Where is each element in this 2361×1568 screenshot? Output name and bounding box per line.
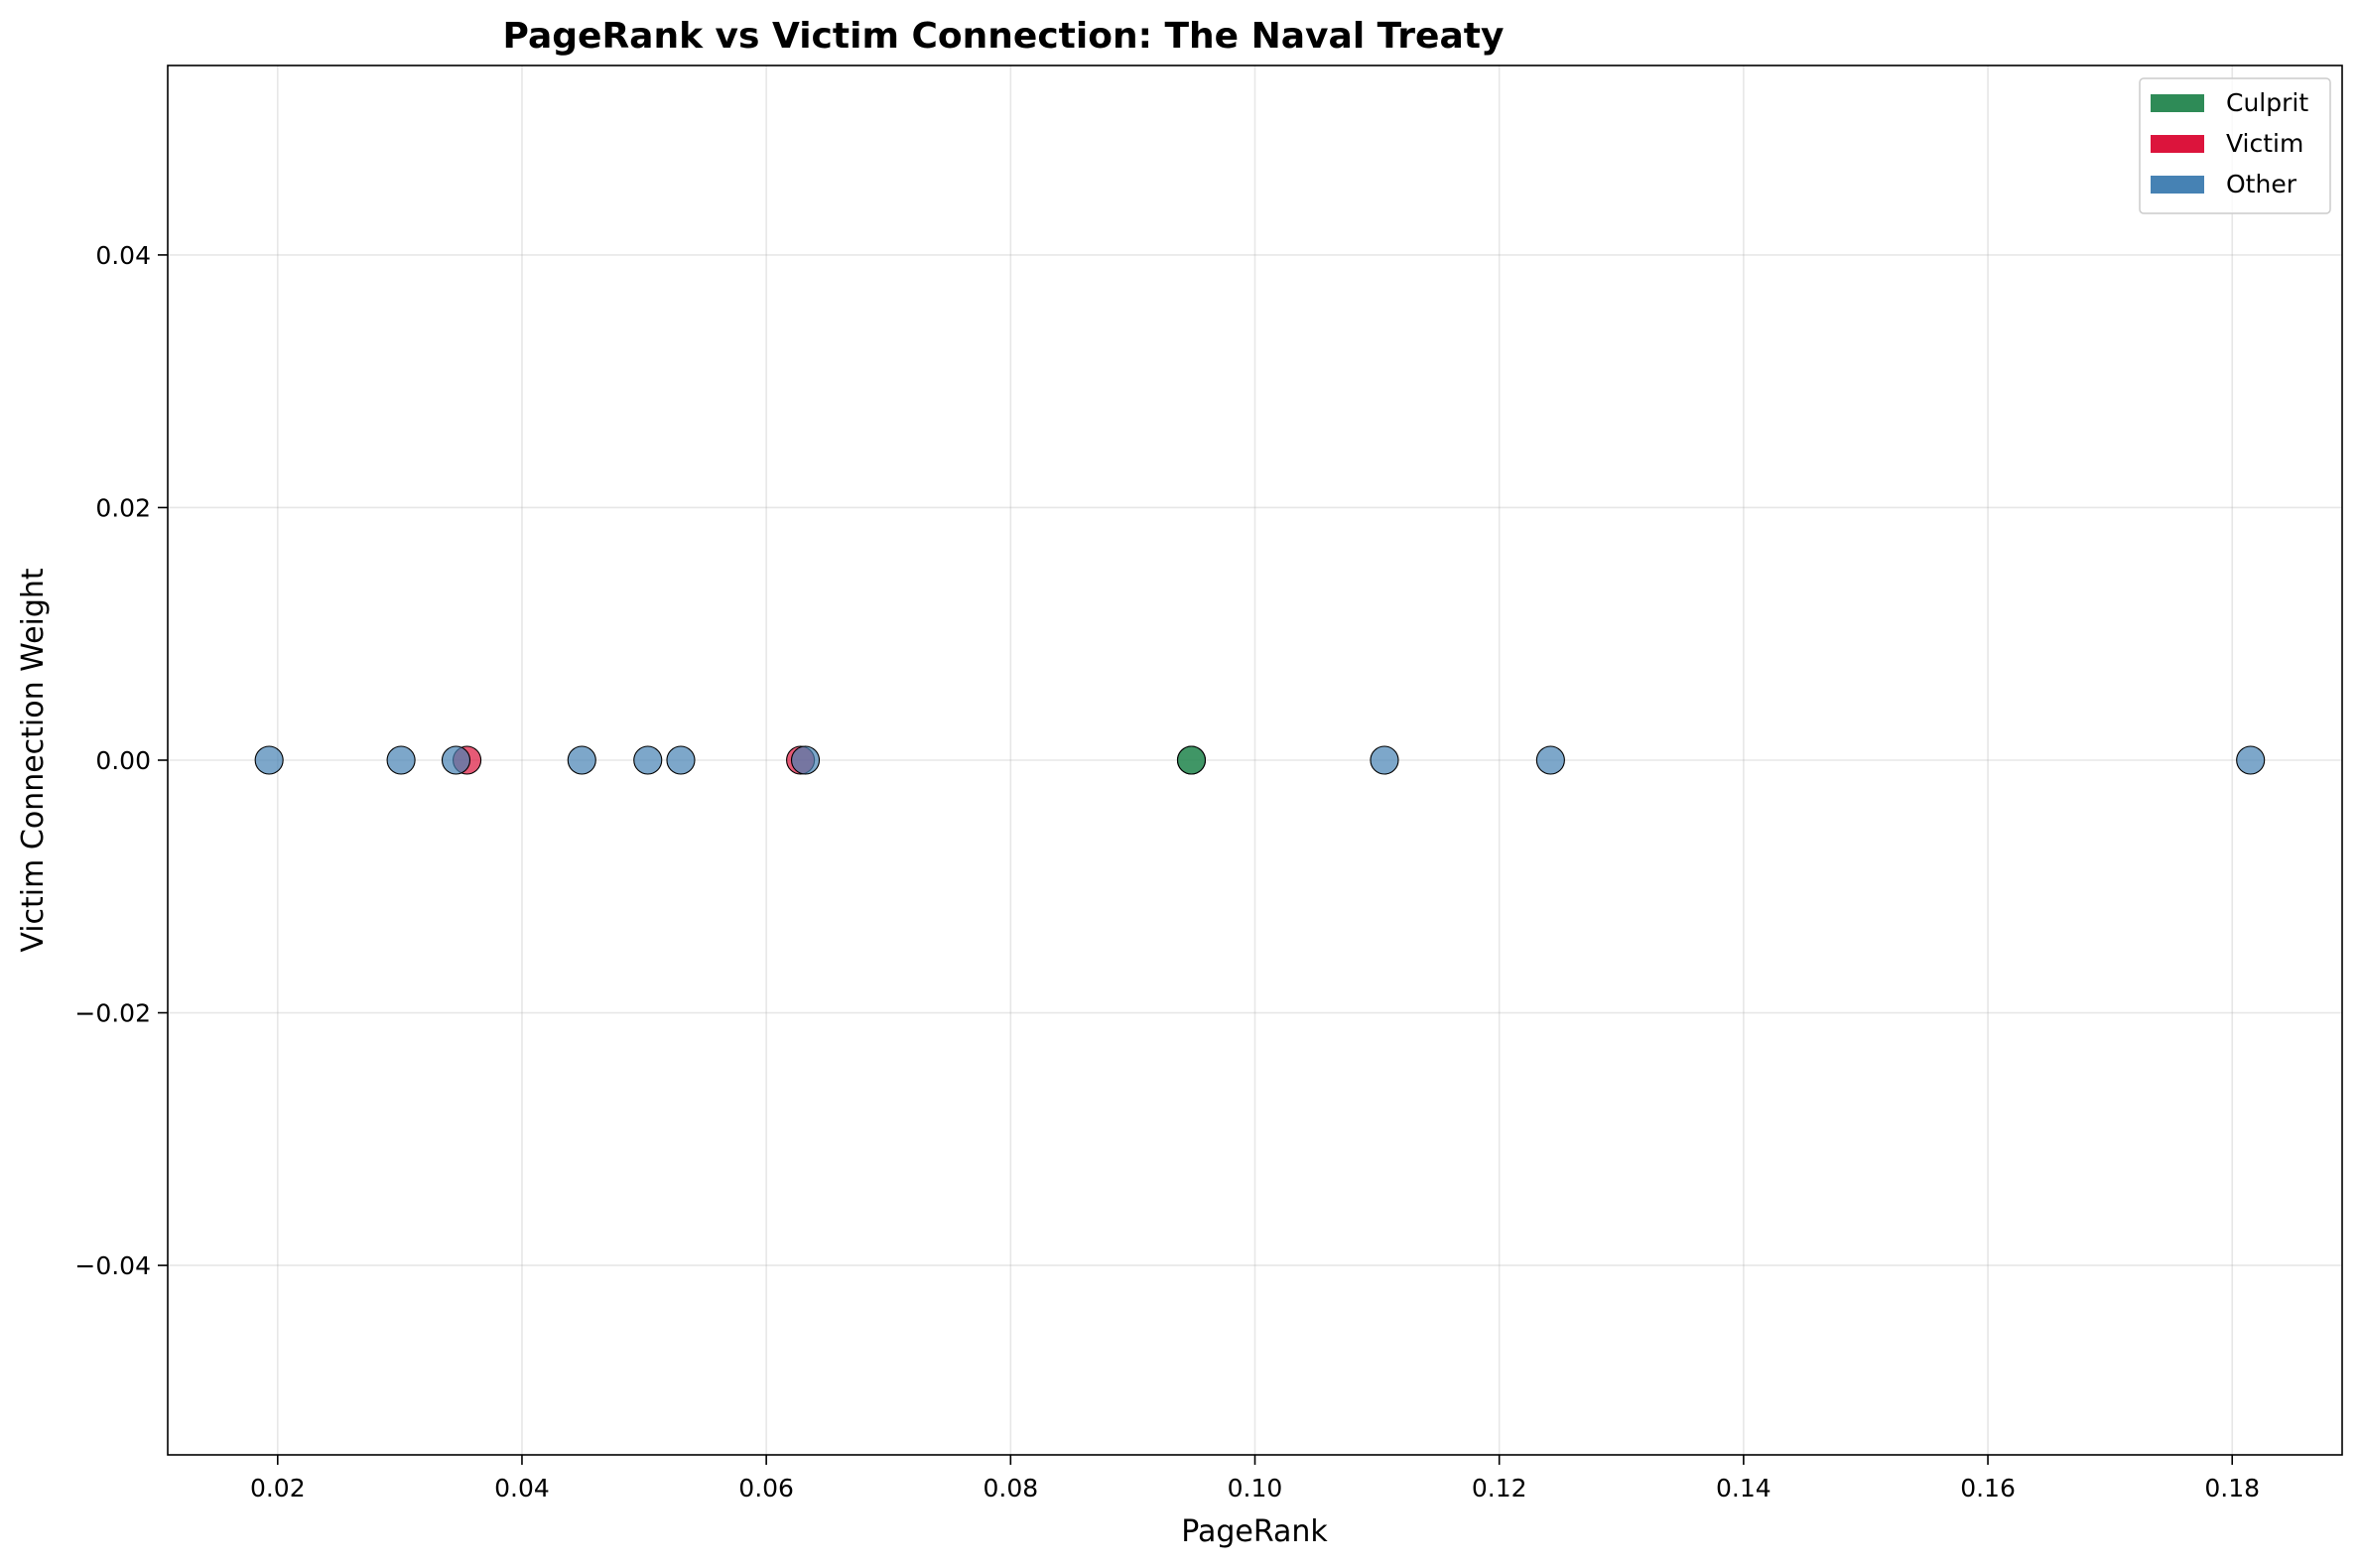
other-point	[1535, 745, 1565, 775]
scatter-points	[254, 745, 2266, 775]
x-axis-ticks: 0.02 0.04 0.06 0.08 0.10 0.12 0.14 0.16 0.18	[250, 1455, 2260, 1503]
legend-swatch-other	[2151, 176, 2204, 194]
y-axis-ticks: −0.04 −0.02 0.00 0.02 0.04	[74, 241, 168, 1280]
x-tick-label: 0.14	[1716, 1474, 1771, 1503]
y-axis-label: Victim Connection Weight	[16, 568, 51, 953]
x-tick-label: 0.10	[1228, 1474, 1283, 1503]
legend: Culprit Victim Other	[2139, 77, 2331, 214]
legend-label-other: Other	[2226, 170, 2297, 198]
other-point	[790, 745, 821, 775]
y-tick-label: −0.02	[74, 999, 151, 1028]
y-tick-label: 0.04	[95, 241, 151, 270]
culprit-point	[1176, 745, 1207, 775]
other-point	[1370, 745, 1399, 775]
legend-items: Culprit Victim Other	[2151, 88, 2308, 198]
other-point	[633, 745, 663, 775]
legend-swatch-culprit	[2151, 94, 2204, 112]
x-tick-label: 0.06	[738, 1474, 794, 1503]
grid-lines	[168, 65, 2342, 1455]
other-point	[2236, 745, 2266, 775]
x-tick-label: 0.18	[2204, 1474, 2260, 1503]
x-tick-label: 0.08	[983, 1474, 1038, 1503]
other-point	[567, 745, 596, 775]
other-point	[441, 745, 471, 775]
legend-label-victim: Victim	[2226, 129, 2303, 158]
other-point	[254, 745, 284, 775]
chart-title: PageRank vs Victim Connection: The Naval…	[503, 16, 1505, 57]
legend-label-culprit: Culprit	[2226, 88, 2308, 117]
other-point	[386, 745, 416, 775]
x-tick-label: 0.02	[250, 1474, 306, 1503]
x-tick-label: 0.04	[494, 1474, 550, 1503]
y-tick-label: 0.00	[95, 746, 151, 775]
other-point	[666, 745, 696, 775]
y-tick-label: 0.02	[95, 493, 151, 522]
legend-swatch-victim	[2151, 135, 2204, 153]
x-axis-label: PageRank	[1181, 1514, 1328, 1549]
y-tick-label: −0.04	[74, 1251, 151, 1280]
x-tick-label: 0.12	[1472, 1474, 1527, 1503]
x-tick-label: 0.16	[1960, 1474, 2016, 1503]
